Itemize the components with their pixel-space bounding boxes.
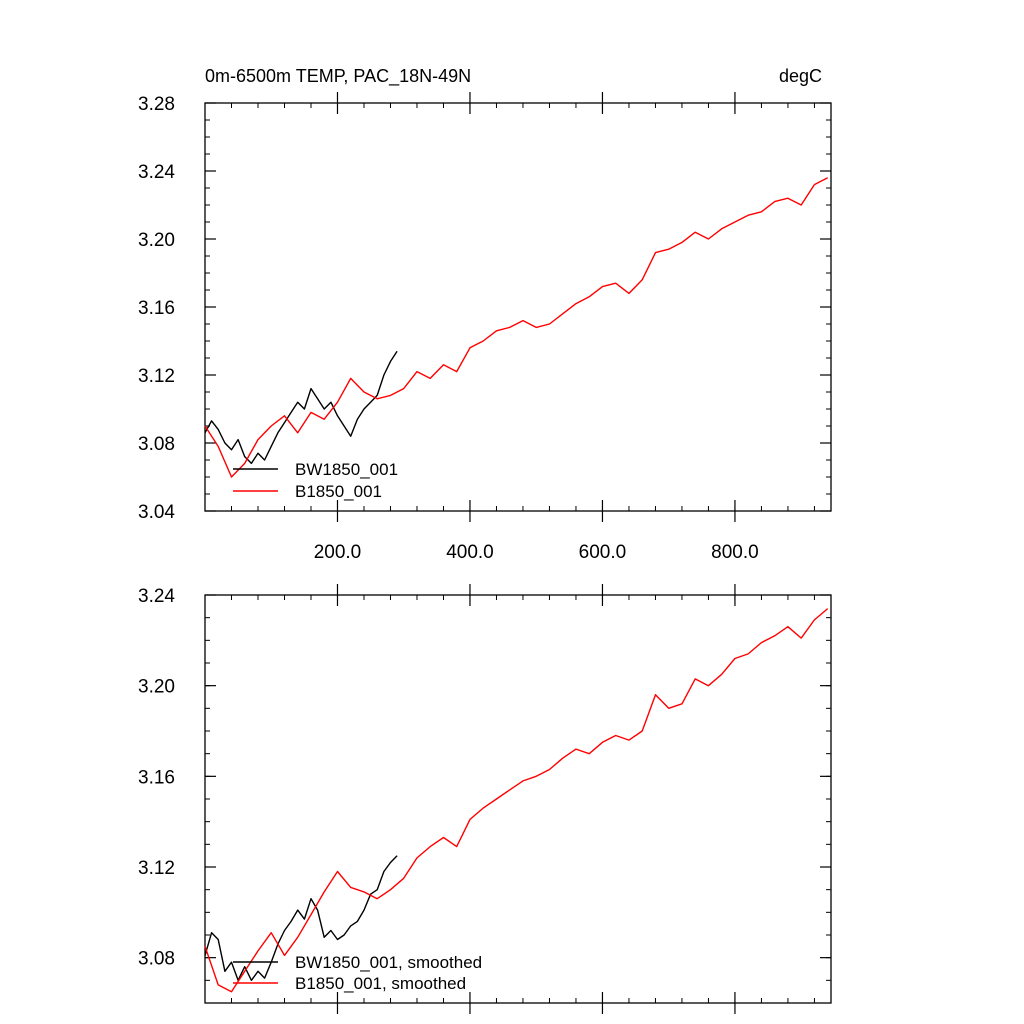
legend-label-b1850: B1850_001: [295, 482, 382, 501]
series-line-b1850: [204, 177, 829, 478]
x-tick-label: 600.0: [579, 542, 627, 563]
y-tick-label: 3.16: [138, 298, 175, 319]
chart-units: degC: [779, 66, 822, 86]
chart-title: 0m-6500m TEMP, PAC_18N-49N: [205, 66, 471, 87]
plot-frame: [204, 594, 832, 1004]
bottom-legend: BW1850_001, smoothed B1850_001, smoothed: [233, 953, 482, 993]
y-tick-label: 3.04: [138, 502, 175, 523]
series-line-bw1850: [204, 855, 398, 981]
y-tick-label: 3.12: [138, 366, 175, 387]
x-tick-label: 200.0: [314, 542, 362, 563]
y-tick-label: 3.20: [138, 230, 175, 251]
y-tick-label: 3.24: [138, 586, 175, 607]
legend-label-bw1850: BW1850_001: [295, 460, 398, 479]
top-legend: BW1850_001 B1850_001: [233, 460, 398, 501]
plot-frame: [204, 102, 832, 512]
legend-label-bw1850-smoothed: BW1850_001, smoothed: [295, 953, 482, 972]
legend-label-b1850-smoothed: B1850_001, smoothed: [295, 974, 466, 993]
y-tick-label: 3.16: [138, 767, 175, 788]
bottom-axes: 3.08 3.12 3.16 3.20 3.24: [138, 584, 832, 1014]
y-tick-label: 3.24: [138, 162, 175, 183]
bottom-series: [204, 608, 829, 993]
x-tick-label: 800.0: [711, 542, 759, 563]
y-tick-label: 3.08: [138, 434, 175, 455]
bottom-panel: 3.08 3.12 3.16 3.20 3.24 BW1850_001, smoothe…: [138, 584, 832, 1014]
series-line-bw1850: [204, 350, 398, 465]
y-tick-label: 3.28: [138, 94, 175, 115]
top-series: [204, 177, 829, 478]
top-panel: 0m-6500m TEMP, PAC_18N-49N degC 3.04 3.08…: [138, 66, 832, 563]
y-tick-label: 3.20: [138, 677, 175, 698]
series-line-b1850: [204, 608, 829, 993]
y-tick-label: 3.12: [138, 858, 175, 879]
top-axes: 3.04 3.08 3.12 3.16 3.20 3.24 3.28 200.0 400.0 60…: [138, 92, 832, 563]
x-tick-label: 400.0: [446, 542, 494, 563]
y-tick-label: 3.08: [138, 949, 175, 970]
